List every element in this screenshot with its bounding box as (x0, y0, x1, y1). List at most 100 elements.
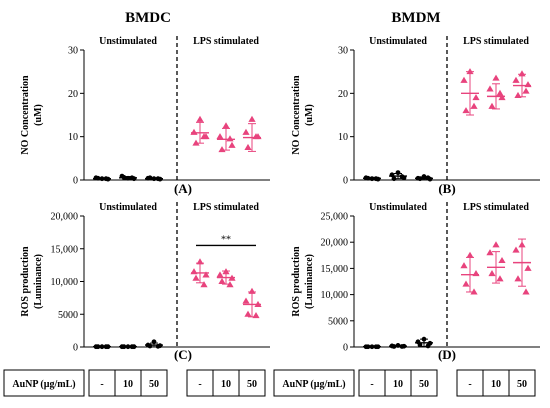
data-point (254, 300, 262, 307)
data-point (518, 241, 526, 248)
data-point (103, 176, 109, 182)
data-point (522, 288, 530, 295)
y-axis-label-line: ROS production (291, 246, 302, 317)
data-group (512, 70, 532, 99)
y-tick-label: 30 (338, 46, 348, 57)
table-row-label: AuNP (µg/mL) (12, 379, 75, 390)
column-title-bmdm: BMDM (391, 10, 440, 26)
group-label-unstimulated: Unstimulated (99, 36, 157, 47)
data-group (363, 175, 381, 182)
y-tick-label: 5000 (58, 310, 78, 321)
data-point (466, 251, 474, 258)
data-point (129, 344, 135, 350)
y-tick-label: 10,000 (51, 277, 79, 288)
data-point (421, 174, 427, 179)
data-point (486, 249, 494, 256)
data-group (216, 122, 236, 153)
data-group (460, 251, 480, 295)
data-group (242, 115, 262, 152)
y-tick-label: 25,000 (321, 212, 349, 223)
data-point (222, 268, 230, 275)
data-group (389, 170, 407, 182)
data-point (248, 287, 256, 294)
data-point (425, 343, 431, 349)
data-point (498, 94, 506, 101)
data-point (125, 175, 131, 181)
y-tick-label: 0 (73, 176, 78, 187)
data-point (470, 102, 478, 109)
dose-label: - (198, 379, 201, 390)
data-point (391, 176, 397, 182)
data-point (460, 76, 468, 83)
data-point (192, 139, 200, 146)
panel-d: 0 5000 10,000 15,000 20,000 25,000 ROS product… (291, 202, 540, 362)
data-point (389, 172, 395, 178)
data-point (252, 311, 260, 319)
panel-letter: (C) (174, 347, 192, 362)
group-label-unstimulated: Unstimulated (369, 202, 427, 213)
group-label-lps: LPS stimulated (193, 202, 259, 213)
data-point (95, 344, 101, 350)
data-point (218, 146, 226, 153)
panel-letter: (A) (174, 181, 192, 196)
y-tick-label: 20 (68, 89, 78, 100)
data-group (460, 68, 480, 116)
data-group (415, 336, 433, 349)
data-point (460, 262, 468, 269)
group-label-unstimulated: Unstimulated (99, 202, 157, 213)
data-point (103, 344, 109, 350)
dose-label: 10 (491, 379, 501, 390)
data-point (196, 115, 204, 122)
data-point (470, 288, 478, 295)
data-point (192, 274, 200, 281)
panel-letter: (D) (438, 347, 456, 362)
data-point (524, 81, 532, 88)
data-point (200, 281, 208, 288)
data-point (121, 175, 127, 180)
y-axis-label-line: (Luminance) (33, 254, 44, 309)
data-point (218, 277, 226, 285)
group-label-lps: LPS stimulated (463, 202, 529, 213)
data-group (119, 173, 137, 182)
data-point (512, 246, 520, 253)
data-group (119, 344, 137, 350)
data-point (226, 281, 234, 288)
y-tick-label: 20,000 (321, 238, 349, 249)
y-axis-label: ROS production (Luminance) (20, 246, 44, 317)
data-group (242, 287, 262, 319)
data-point (151, 176, 157, 182)
data-point (462, 280, 470, 287)
data-point (226, 135, 234, 142)
data-point (462, 107, 470, 114)
data-group (363, 344, 381, 350)
data-point (492, 241, 500, 248)
data-point (365, 175, 371, 181)
data-point (216, 133, 224, 140)
dose-tables: AuNP (µg/mL) - 10 50 - 10 50 AuNP (µg/mL) - 10 50 -… (3, 369, 536, 397)
data-point (492, 74, 500, 81)
data-point (472, 94, 480, 101)
y-tick-label: 0 (343, 343, 348, 354)
data-point (99, 176, 105, 182)
group-label-lps: LPS stimulated (193, 36, 259, 47)
dose-label: 50 (247, 379, 257, 390)
data-point (228, 141, 236, 148)
y-axis-label-line: (Luminance) (304, 254, 315, 309)
data-group (93, 175, 111, 182)
y-tick-label: 15,000 (51, 244, 79, 255)
dose-label: 50 (149, 379, 159, 390)
data-point (496, 275, 504, 282)
y-axis-label: NO Concentration (uM) (20, 75, 44, 155)
data-point (125, 344, 131, 350)
y-axis-label-line: NO Concentration (20, 75, 31, 155)
data-point (244, 143, 252, 151)
dose-label: 50 (517, 379, 527, 390)
panel-letter: (B) (438, 181, 455, 196)
data-point (222, 122, 230, 129)
data-point (522, 87, 530, 94)
dose-cell (140, 369, 168, 397)
y-tick-label: 10,000 (321, 290, 349, 301)
panel-a: 0 10 20 30 NO Concentration (uM) Unstimulated L… (20, 36, 270, 196)
data-point (190, 268, 198, 275)
dose-label: 10 (221, 379, 231, 390)
